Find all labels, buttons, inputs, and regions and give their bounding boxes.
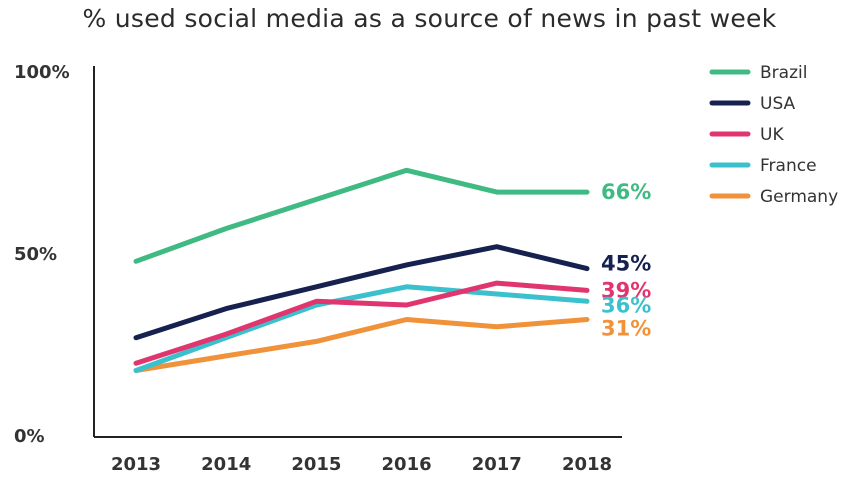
y-tick-label: 50% <box>14 244 57 265</box>
end-label-brazil: 66% <box>601 180 651 204</box>
legend-label-france: France <box>760 156 817 176</box>
chart-title: % used social media as a source of news … <box>82 4 777 33</box>
x-tick-label: 2017 <box>472 454 522 475</box>
legend-label-germany: Germany <box>760 187 838 207</box>
x-tick-label: 2015 <box>291 454 341 475</box>
end-label-france: 36% <box>601 293 651 317</box>
x-tick-label: 2018 <box>562 454 612 475</box>
end-label-uk: 39% <box>601 278 651 302</box>
y-tick-label: 100% <box>14 62 70 83</box>
series-line-uk <box>133 280 590 366</box>
end-label-germany: 31% <box>601 317 651 341</box>
legend-label-brazil: Brazil <box>760 63 807 83</box>
y-tick-label: 0% <box>14 426 45 447</box>
x-tick-label: 2013 <box>111 454 161 475</box>
x-tick-label: 2014 <box>201 454 251 475</box>
x-tick-label: 2016 <box>382 454 432 475</box>
series-line-germany <box>133 317 590 373</box>
legend-label-uk: UK <box>760 125 784 145</box>
series-line-france <box>133 284 590 373</box>
end-label-usa: 45% <box>601 252 651 276</box>
series-line-brazil <box>133 167 590 264</box>
series-line-usa <box>133 244 590 341</box>
legend-label-usa: USA <box>760 94 796 114</box>
